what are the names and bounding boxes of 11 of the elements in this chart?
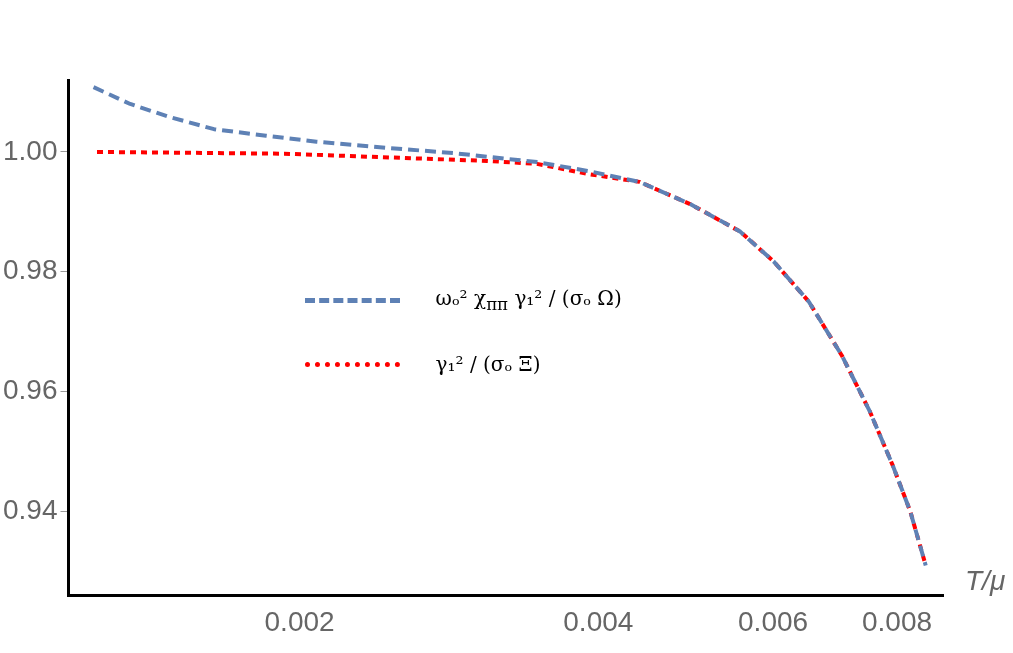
x-tick-label: 0.004 (563, 605, 634, 637)
x-axis-title: T/μ (965, 565, 1006, 598)
y-tick-label: 0.96 (3, 374, 58, 406)
x-tick-label: 0.006 (738, 605, 809, 637)
legend-label: ωₒ² χ$_{ππ}$ γ₁² / (σₒ Ω) (435, 286, 622, 315)
y-tick-label: 1.00 (3, 134, 58, 166)
x-tick-label: 0.002 (264, 605, 335, 637)
y-tick-label: 0.94 (3, 494, 58, 526)
x-tick-label: 0.008 (862, 605, 933, 637)
legend-label: γ₁² / (σₒ Ξ) (435, 352, 541, 377)
y-tick-label: 0.98 (3, 254, 58, 286)
